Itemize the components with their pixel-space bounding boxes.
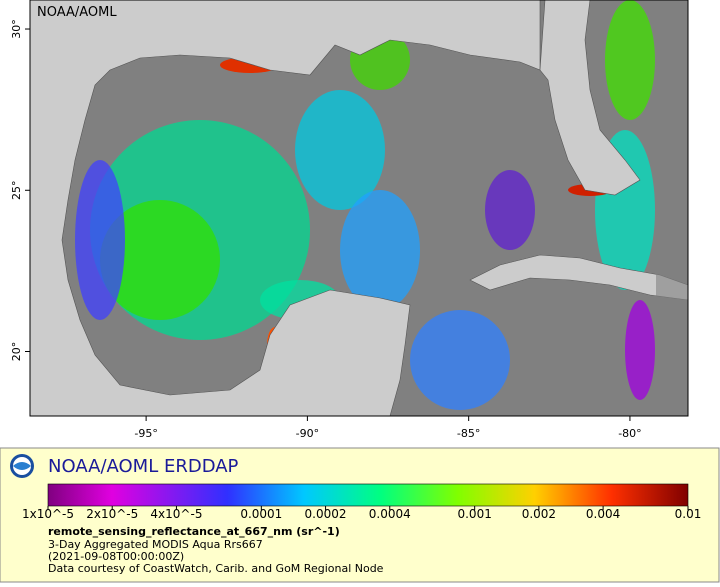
x-tick-label: -90°: [296, 427, 319, 440]
x-tick-label: -80°: [618, 427, 641, 440]
x-tick-label: -85°: [457, 427, 480, 440]
colorbar-tick-label: 0.0004: [369, 507, 411, 521]
variable-name: remote_sensing_reflectance_at_667_nm (sr…: [48, 525, 340, 538]
data-field: [75, 0, 655, 410]
x-tick-label: -95°: [134, 427, 157, 440]
colorbar: [47, 483, 689, 507]
map: [30, 0, 688, 416]
label-bg: [33, 2, 113, 22]
land-florida: [539, 0, 641, 196]
info-line: Data courtesy of CoastWatch, Carib. and …: [48, 562, 384, 575]
info-line: 3-Day Aggregated MODIS Aqua Rrs667: [48, 538, 263, 551]
map-frame: [29, 0, 689, 417]
y-tick-label: 30°: [10, 19, 23, 38]
land-cuba: [469, 254, 688, 301]
axes: -95° -90° -85° -80° 20° 25° 30°: [10, 19, 642, 440]
y-tick-label: 20°: [10, 342, 23, 362]
colorbar-tick-label: 0.01: [675, 507, 702, 521]
colorbar-tick-label: 0.004: [586, 507, 620, 521]
colorbar-tick-label: 0.001: [457, 507, 491, 521]
colorbar-tick-label: 4x10^-5: [150, 507, 202, 521]
legend-panel: [0, 447, 720, 583]
colorbar-tick-label: 0.0002: [305, 507, 347, 521]
info-line: (2021-09-08T00:00:00Z): [48, 550, 184, 563]
y-tick-label: 25°: [10, 181, 23, 201]
legend-title: NOAA/AOML ERDDAP: [48, 456, 239, 477]
colorbar-tick-label: 2x10^-5: [86, 507, 138, 521]
land-mainland: [30, 0, 541, 416]
colorbar-tick-label: 1x10^-5: [22, 507, 74, 521]
no-data: [656, 0, 688, 416]
map-label: NOAA/AOML: [37, 5, 117, 20]
colorbar-tick-label: 0.0001: [240, 507, 282, 521]
colorbar-ticks: 1x10^-5 2x10^-5 4x10^-5 0.0001 0.0002 0.0004 0…: [22, 506, 701, 521]
colorbar-tick-label: 0.002: [522, 507, 556, 521]
logo: [10, 454, 34, 478]
